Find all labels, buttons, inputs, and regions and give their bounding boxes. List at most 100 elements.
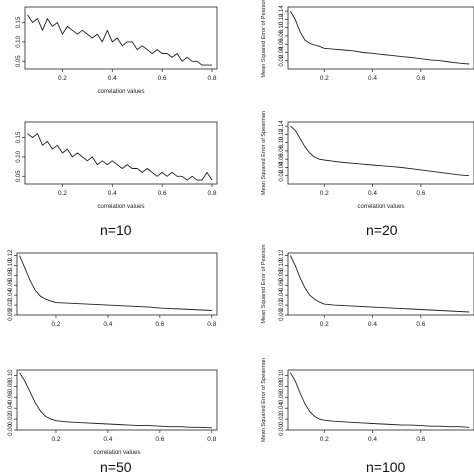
plot-frame xyxy=(287,369,474,431)
y-tick-label: 0.08 xyxy=(279,29,285,41)
x-tick-label: 0.8 xyxy=(207,321,216,328)
x-tick-label: 0.6 xyxy=(416,436,425,443)
y-tick-label: 0.10 xyxy=(8,369,14,381)
y-tick-label: 0.05 xyxy=(16,55,22,67)
series-line xyxy=(290,10,470,65)
plot-frame xyxy=(24,121,218,185)
plot-frame xyxy=(24,6,218,70)
y-tick-label: 0.02 xyxy=(279,169,285,181)
x-tick-label: 0.4 xyxy=(108,190,117,197)
panel-3: 0.2 0.4 0.6 0.8 0.05 0.10 0.15 correlation valu… xyxy=(16,121,218,210)
x-tick-label: 0.2 xyxy=(320,190,329,197)
series-line xyxy=(27,14,212,66)
x-tick-label: 0.4 xyxy=(368,190,377,197)
x-axis-label: correlation values xyxy=(97,204,144,210)
y-tick-label: 0.04 xyxy=(8,289,14,301)
x-tick-label: 0.2 xyxy=(51,436,60,443)
y-tick-label: 0.08 xyxy=(279,269,285,281)
plot-frame xyxy=(16,369,218,431)
y-tick-label: 0.02 xyxy=(279,413,285,425)
y-tick-label: 0.10 xyxy=(279,369,285,381)
y-tick-label: 0.04 xyxy=(8,402,14,414)
y-tick-label: 0.02 xyxy=(279,299,285,311)
y-tick-label: 0.00 xyxy=(8,309,14,321)
y-tick-label: 0.08 xyxy=(279,144,285,156)
y-tick-label: 0.14 xyxy=(279,5,285,17)
x-tick-label: 0.6 xyxy=(155,321,164,328)
x-tick-label: 0.2 xyxy=(51,321,60,328)
x-tick-label: 0.6 xyxy=(416,190,425,197)
y-tick-label: 0.12 xyxy=(8,249,14,261)
x-axis-label: correlation values xyxy=(357,204,404,210)
x-tick-label: 0.4 xyxy=(103,321,112,328)
y-tick-label: 0.02 xyxy=(8,413,14,425)
y-tick-label: 0.10 xyxy=(279,21,285,33)
y-axis-label: Mean Squared Error of Spearman xyxy=(261,358,267,442)
y-tick-label: 0.05 xyxy=(16,170,22,182)
x-tick-label: 0.2 xyxy=(58,190,67,197)
panel-6: 0.2 0.4 0.6 0.000.020.040.060.080.100.12 Mea… xyxy=(261,244,474,328)
panel-8: 0.2 0.4 0.6 0.000.020.040.060.080.10 Mean Sq… xyxy=(261,358,474,443)
series-line xyxy=(19,372,212,429)
x-axis-label: correlation values xyxy=(97,89,144,95)
y-tick-label: 0.04 xyxy=(279,402,285,414)
x-tick-label: 0.6 xyxy=(416,75,425,82)
panel-1: 0.2 0.4 0.6 0.8 0.05 0.10 0.15 correlation valu… xyxy=(16,6,218,95)
y-tick-label: 0.04 xyxy=(279,289,285,301)
y-tick-label: 0.04 xyxy=(279,46,285,58)
x-tick-label: 0.6 xyxy=(158,75,167,82)
plot-frame xyxy=(287,6,474,70)
x-tick-label: 0.8 xyxy=(207,436,216,443)
x-tick-label: 0.2 xyxy=(320,75,329,82)
panel-4: 0.2 0.4 0.6 0.020.040.060.080.100.120.14 cor… xyxy=(261,111,474,210)
x-tick-label: 0.8 xyxy=(207,75,216,82)
y-tick-label: 0.04 xyxy=(279,161,285,173)
y-tick-label: 0.06 xyxy=(279,38,285,50)
plot-frame xyxy=(287,252,474,316)
y-tick-label: 0.12 xyxy=(279,249,285,261)
panel-5: 0.2 0.4 0.6 0.8 0.000.020.040.060.080.100.12 xyxy=(8,249,218,328)
y-tick-label: 0.10 xyxy=(16,35,22,47)
x-axis-label: correlation values xyxy=(93,450,140,456)
series-line xyxy=(289,255,470,313)
y-tick-label: 0.14 xyxy=(279,120,285,132)
series-line xyxy=(19,255,212,311)
y-tick-label: 0.08 xyxy=(8,269,14,281)
y-tick-label: 0.10 xyxy=(279,259,285,271)
series-line xyxy=(27,133,213,181)
y-tick-label: 0.06 xyxy=(279,391,285,403)
y-tick-label: 0.06 xyxy=(279,153,285,165)
y-tick-label: 0.06 xyxy=(8,391,14,403)
y-axis-label: Mean Squared Error of Spearman xyxy=(261,111,267,195)
y-tick-label: 0.15 xyxy=(16,16,22,28)
x-tick-label: 0.4 xyxy=(108,75,117,82)
x-tick-label: 0.4 xyxy=(103,436,112,443)
y-axis-label: Mean Squared Error of Pearson xyxy=(261,244,267,323)
x-tick-label: 0.2 xyxy=(320,436,329,443)
y-tick-label: 0.02 xyxy=(279,54,285,66)
x-tick-label: 0.2 xyxy=(320,321,329,328)
y-axis-label: Mean Squared Error of Pearson xyxy=(261,0,267,78)
y-tick-label: 0.10 xyxy=(8,259,14,271)
y-tick-label: 0.08 xyxy=(279,380,285,392)
x-tick-label: 0.8 xyxy=(207,190,216,197)
y-tick-label: 0.00 xyxy=(8,424,14,436)
x-tick-label: 0.6 xyxy=(155,436,164,443)
plot-frame xyxy=(287,121,474,185)
group-label-n50: n=50 xyxy=(100,459,132,475)
x-tick-label: 0.4 xyxy=(368,75,377,82)
y-tick-label: 0.10 xyxy=(16,150,22,162)
series-line xyxy=(290,125,470,177)
y-tick-label: 0.10 xyxy=(279,136,285,148)
x-tick-label: 0.6 xyxy=(158,190,167,197)
panel-2: 0.2 0.4 0.6 0.020.040.060.080.100.120.14 Mea… xyxy=(261,0,474,82)
group-label-n10: n=10 xyxy=(100,222,132,238)
x-tick-label: 0.4 xyxy=(368,436,377,443)
y-tick-label: 0.00 xyxy=(279,424,285,436)
y-tick-label: 0.12 xyxy=(279,13,285,25)
group-label-n100: n=100 xyxy=(366,459,406,475)
group-label-n20: n=20 xyxy=(366,222,398,238)
panel-7: 0.2 0.4 0.6 0.8 0.000.020.040.060.080.10 corr… xyxy=(8,369,218,456)
x-tick-label: 0.4 xyxy=(368,321,377,328)
